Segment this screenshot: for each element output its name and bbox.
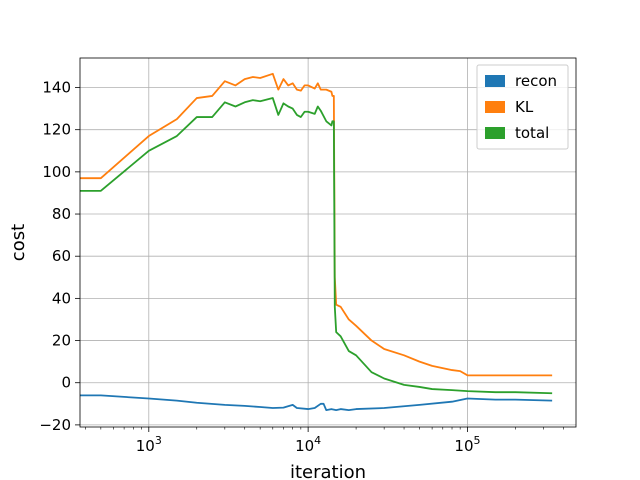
legend-label-total: total xyxy=(515,124,549,142)
plot-frame xyxy=(79,57,577,428)
y-tick-label: 40 xyxy=(52,289,71,307)
x-tick-base: 10 xyxy=(454,437,473,455)
x-tick-base: 10 xyxy=(136,437,155,455)
y-tick-label: −20 xyxy=(39,416,71,434)
grid xyxy=(80,58,576,427)
legend: recon KL total xyxy=(476,64,569,150)
x-tick-exponent: 5 xyxy=(474,434,481,447)
legend-swatch-recon xyxy=(485,75,505,87)
x-tick-label: 105 xyxy=(454,434,480,455)
y-tick-label: 140 xyxy=(42,79,71,97)
legend-swatch-total xyxy=(485,127,505,139)
x-tick-base: 10 xyxy=(295,437,314,455)
x-tick-exponent: 4 xyxy=(314,434,321,447)
series-line-total xyxy=(80,97,553,395)
series-line-kl xyxy=(80,72,553,377)
legend-label-recon: recon xyxy=(515,72,557,90)
x-axis-label: iteration xyxy=(290,462,366,480)
y-tick-label: 100 xyxy=(42,163,71,181)
y-tick-label: 60 xyxy=(52,247,71,265)
legend-swatch-kl xyxy=(485,101,505,113)
legend-label-kl: KL xyxy=(515,98,534,116)
x-tick-labels: 103 104 105 xyxy=(136,434,481,455)
series-lines xyxy=(80,72,553,412)
y-axis-label: cost xyxy=(8,224,29,261)
y-tick-label: 0 xyxy=(61,374,71,392)
x-tick-exponent: 3 xyxy=(155,434,162,447)
ticks xyxy=(75,87,564,432)
y-tick-label: 120 xyxy=(42,121,71,139)
y-tick-labels: −20 0 20 40 60 80 100 120 140 xyxy=(39,79,71,434)
x-tick-label: 103 xyxy=(136,434,162,455)
y-tick-label: 80 xyxy=(52,205,71,223)
x-tick-label: 104 xyxy=(295,434,321,455)
series-line-recon xyxy=(80,394,553,412)
y-tick-label: 20 xyxy=(52,332,71,350)
